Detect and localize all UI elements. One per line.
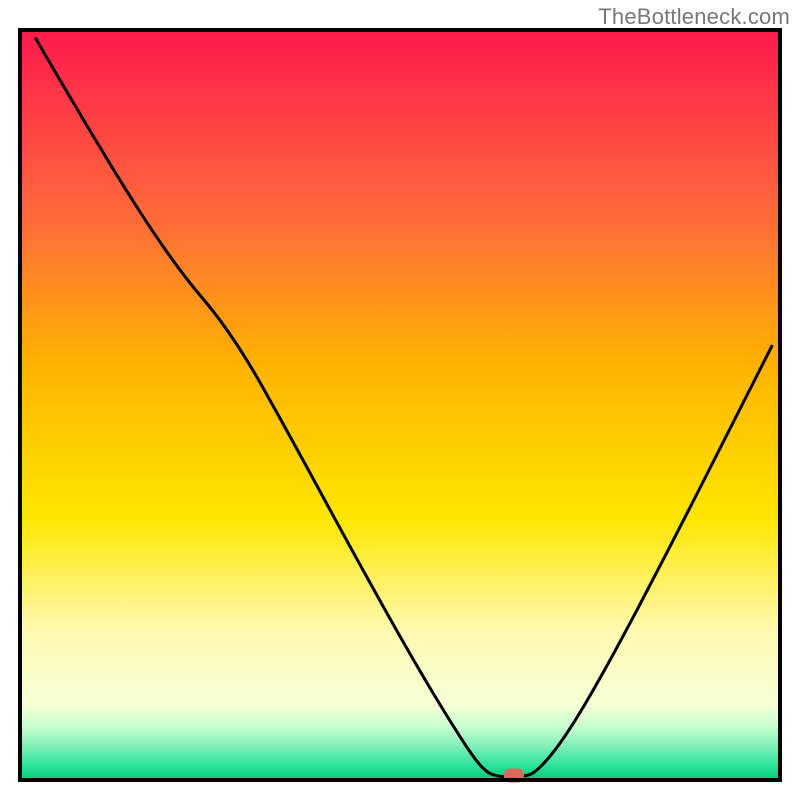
bottleneck-chart: TheBottleneck.com xyxy=(0,0,800,800)
plot-background xyxy=(20,30,780,780)
chart-svg xyxy=(0,0,800,800)
watermark-text: TheBottleneck.com xyxy=(598,4,790,30)
